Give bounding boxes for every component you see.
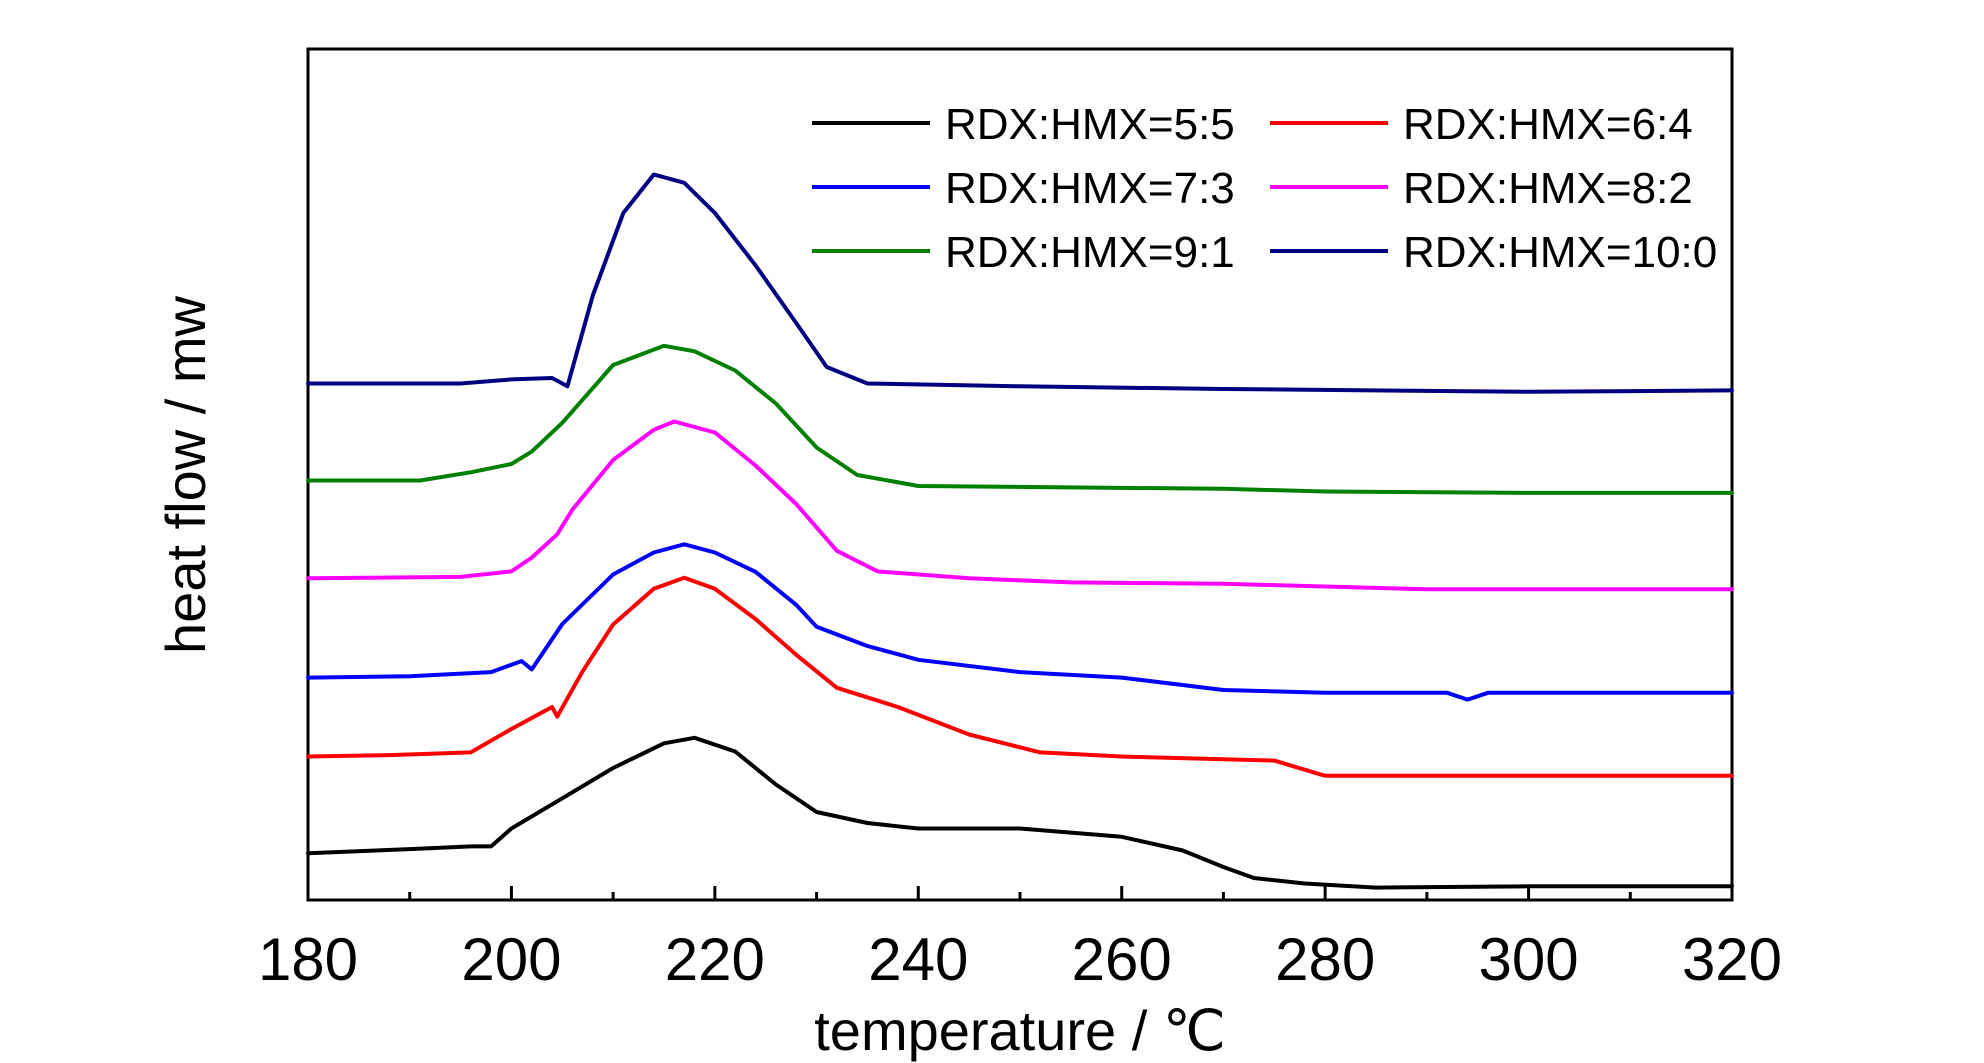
legend-label: RDX:HMX=5:5: [945, 100, 1235, 149]
legend-label: RDX:HMX=8:2: [1403, 164, 1693, 213]
x-tick-label: 260: [1072, 926, 1172, 993]
legend-label: RDX:HMX=6:4: [1403, 100, 1693, 149]
legend-label: RDX:HMX=9:1: [945, 228, 1235, 277]
series-curves: [306, 172, 1734, 890]
series-line: [306, 735, 1734, 890]
x-tick-label: 320: [1682, 926, 1782, 993]
x-axis-tick-labels: 180 200 220 240 260 280 300 320: [258, 926, 1782, 993]
x-axis-title: temperature / ℃: [814, 999, 1226, 1062]
series-line: [306, 343, 1734, 495]
legend: RDX:HMX=5:5 RDX:HMX=6:4 RDX:HMX=7:3 RDX:HMX…: [812, 100, 1717, 277]
x-tick-label: 280: [1275, 926, 1375, 993]
series-line: [306, 542, 1734, 702]
x-axis-ticks: [306, 886, 1734, 900]
x-tick-label: 180: [258, 926, 358, 993]
legend-label: RDX:HMX=7:3: [945, 164, 1235, 213]
legend-label: RDX:HMX=10:0: [1403, 228, 1717, 277]
series-line: [306, 172, 1734, 394]
x-tick-label: 220: [665, 926, 765, 993]
x-tick-label: 300: [1479, 926, 1579, 993]
series-line: [306, 575, 1734, 778]
x-tick-label: 240: [868, 926, 968, 993]
x-tick-label: 200: [461, 926, 561, 993]
series-line: [306, 419, 1734, 592]
y-axis-title: heat flow / mw: [154, 295, 217, 653]
